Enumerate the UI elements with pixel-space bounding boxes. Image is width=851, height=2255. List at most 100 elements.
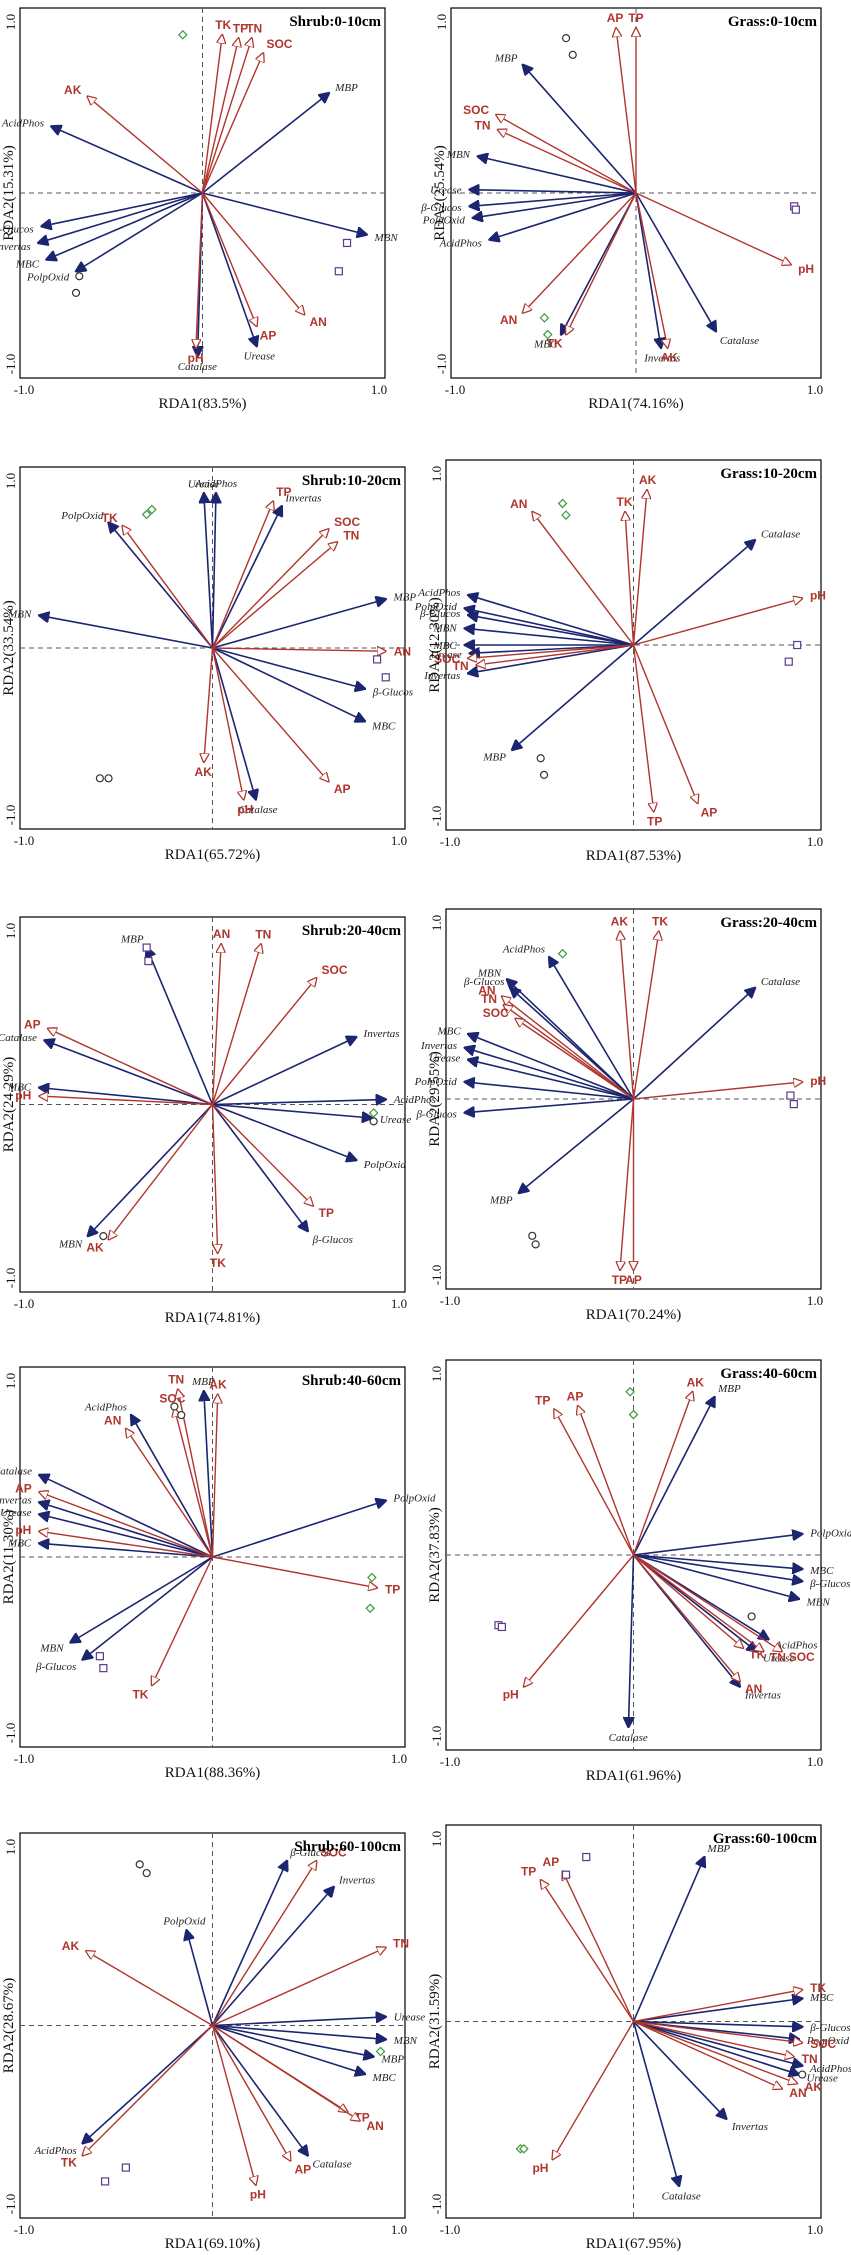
soil-vector (201, 38, 239, 194)
soil-vector-label: AP (701, 805, 718, 819)
enzyme-vector-label: Invertas (643, 353, 680, 365)
enzyme-vector (549, 957, 635, 1100)
enzyme-vector-label: Catalase (761, 976, 800, 988)
soil-vector (633, 1554, 764, 1652)
soil-vector (211, 1395, 218, 1558)
soil-vector (541, 1880, 635, 2022)
soil-vector-label: TK (132, 1687, 148, 1701)
enzyme-vector (632, 1857, 705, 2022)
enzyme-vector-label: AcidPhos (194, 478, 237, 490)
enzyme-vector (633, 2020, 803, 2027)
soil-vector (211, 647, 244, 799)
soil-vector (212, 1948, 386, 2027)
enzyme-vector (633, 1554, 803, 1581)
soil-vector-label: AP (24, 1017, 41, 1031)
sample-point-square (372, 655, 382, 664)
enzyme-vector-label: Urease (244, 351, 275, 363)
x-tick-label: 1.0 (807, 1754, 823, 1769)
enzyme-vector (489, 192, 637, 240)
soil-vector-label: pH (503, 1687, 519, 1701)
sample-point-circle (104, 774, 113, 783)
soil-vector-label: AN (366, 2119, 383, 2133)
y-axis-label: RDA2(25.54%) (432, 145, 448, 240)
enzyme-vector (465, 1098, 634, 1113)
soil-vector (201, 38, 252, 194)
y-axis-label: RDA2(33.54%) (1, 600, 17, 695)
sample-point-circle (528, 1231, 537, 1240)
enzyme-vector-label: Catalase (662, 2191, 701, 2203)
soil-vector-label: AN (745, 1682, 762, 1696)
soil-vector-label: AP (294, 2162, 311, 2176)
enzyme-vector-label: PolpOxid (414, 1076, 458, 1088)
soil-vector-label: TN (393, 1936, 409, 1950)
soil-vector (502, 996, 634, 1100)
soil-vector (211, 1104, 218, 1254)
sample-point-circle (71, 288, 81, 297)
enzyme-vector-label: MBP (120, 933, 144, 945)
enzyme-vector-label: PolpOxid (809, 1528, 851, 1540)
enzyme-vector-label: MBC (371, 721, 396, 733)
sample-point-diamond (557, 948, 568, 959)
enzyme-vector (204, 493, 214, 649)
enzyme-vector-label: Urease (806, 2073, 837, 2085)
soil-vector-label: AP (625, 1273, 642, 1287)
enzyme-vector (42, 192, 203, 226)
soil-vector (554, 1409, 635, 1556)
enzyme-vector-label: PolpOxid (363, 1159, 407, 1171)
enzyme-vector-label: Urease (380, 1114, 411, 1126)
soil-vector (632, 931, 659, 1100)
enzyme-vector (510, 988, 635, 1100)
soil-vector (86, 1951, 213, 2027)
soil-vector-label: AK (86, 1240, 104, 1254)
soil-vector (632, 1392, 693, 1556)
enzyme-vector-label: MBN (806, 1596, 831, 1608)
enzyme-vector (633, 2020, 803, 2066)
soil-vector-label: SOC (463, 103, 489, 117)
enzyme-vector-label: MBN (58, 1238, 83, 1250)
soil-vector (524, 1554, 635, 1687)
enzyme-vector-label: β-Glucos (809, 1578, 850, 1590)
soil-vector (523, 192, 637, 313)
y-axis-label: RDA2(37.83%) (427, 1507, 443, 1602)
x-axis-label: RDA1(67.95%) (586, 2236, 681, 2252)
enzyme-vector (212, 1099, 386, 1104)
enzyme-vector (632, 2021, 680, 2186)
y-axis-label: RDA2(28.67%) (1, 1978, 17, 2073)
soil-vector-label: AP (607, 11, 624, 25)
x-tick-label: 1.0 (391, 1751, 407, 1766)
enzyme-vector (46, 192, 203, 260)
soil-vector-label: TK (215, 18, 231, 32)
x-tick-label: -1.0 (14, 382, 35, 397)
soil-vector-label: AK (661, 351, 679, 365)
x-axis-label: RDA1(61.96%) (586, 1768, 681, 1784)
rda-panel-6: AcidPhosMBNβ-GlucosMBCInvertasUreasePolp… (414, 908, 826, 1323)
enzyme-vector (212, 647, 365, 689)
enzyme-vector-label: Urease (188, 478, 219, 490)
soil-vector (109, 1104, 214, 1240)
x-axis-label: RDA1(65.72%) (165, 847, 260, 863)
enzyme-vector (212, 599, 386, 649)
soil-vector (515, 1019, 634, 1100)
soil-vector-label: pH (237, 802, 253, 816)
enzyme-vector (211, 1104, 308, 1232)
rda-panel-9: β-Glucos Invertas PolpOxid Urease MBN MBP MBC C… (1, 1832, 425, 2252)
soil-vector-label: TP (521, 1865, 536, 1879)
soil-vector-label: AN (500, 313, 517, 327)
sample-point-circle (531, 1240, 540, 1249)
x-tick-label: -1.0 (14, 833, 35, 848)
y-axis-label: RDA2(31.59%) (427, 1974, 443, 2069)
soil-vector (625, 512, 635, 646)
soil-vector-label: AN (510, 497, 527, 511)
soil-vector-label: pH (15, 1089, 31, 1103)
x-axis-label: RDA1(69.10%) (165, 2236, 260, 2252)
enzyme-vector (213, 493, 216, 649)
sample-point-square (99, 1664, 108, 1673)
soil-vector-label: TN (770, 1650, 786, 1664)
enzyme-vector (519, 1098, 635, 1193)
soil-vector (633, 2020, 783, 2089)
soil-vector-label: AK (209, 1378, 227, 1392)
soil-vector-label: pH (15, 1523, 31, 1537)
